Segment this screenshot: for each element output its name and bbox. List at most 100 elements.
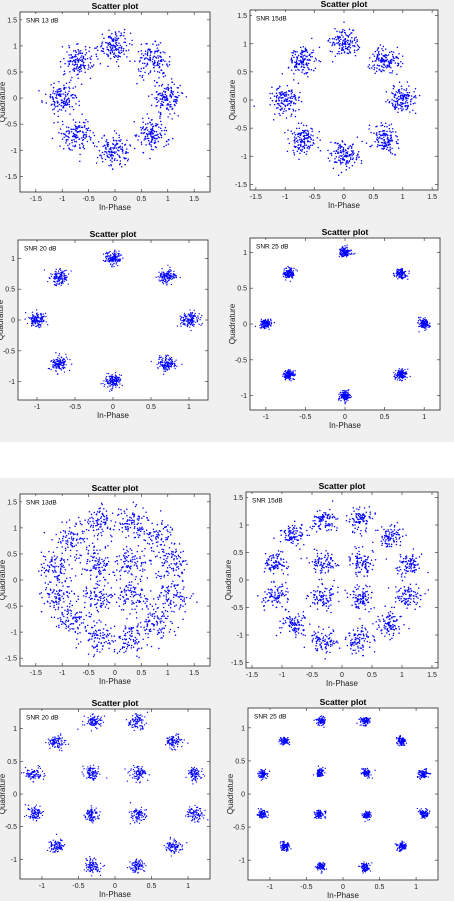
data-point (118, 46, 120, 49)
data-point (196, 319, 198, 321)
data-point (146, 54, 149, 57)
data-point (289, 100, 292, 103)
data-point (334, 36, 337, 38)
data-point (346, 392, 349, 394)
data-point (71, 363, 73, 365)
data-point (64, 104, 67, 106)
data-point (380, 53, 383, 55)
data-point (140, 143, 143, 145)
data-point (293, 154, 296, 156)
data-point (81, 126, 84, 129)
data-point (115, 386, 117, 388)
data-point (64, 73, 66, 75)
data-point (125, 44, 128, 47)
data-point (380, 60, 382, 62)
data-point (64, 94, 67, 96)
data-point (64, 278, 66, 280)
scatter-plot-1: Scatter plot-1.5 -1 -0.5 0 0.5 1 1.51.510.50-0… (0, 1, 211, 212)
data-point (273, 321, 276, 324)
data-point (266, 322, 268, 324)
data-point (341, 47, 344, 50)
x-tick-label: 1 (401, 194, 405, 201)
data-point (113, 130, 116, 132)
data-point (394, 153, 396, 156)
data-point (67, 283, 69, 285)
data-point (355, 158, 358, 160)
data-point (79, 153, 81, 156)
data-point (380, 122, 383, 124)
data-point (52, 366, 54, 368)
data-point (403, 272, 405, 274)
data-point (344, 248, 346, 251)
data-point (144, 123, 147, 125)
data-point (384, 56, 387, 59)
data-point (393, 96, 396, 99)
data-point (101, 43, 103, 45)
data-point (299, 136, 301, 139)
data-point (382, 133, 384, 135)
data-point (341, 140, 343, 142)
data-point (305, 56, 307, 58)
data-point (338, 145, 340, 147)
data-point (345, 397, 347, 399)
data-point (294, 51, 297, 53)
data-point (345, 151, 348, 154)
data-point (335, 149, 338, 152)
data-point (159, 355, 161, 357)
data-point (107, 601, 110, 603)
data-point (127, 554, 130, 557)
data-point (59, 108, 61, 111)
data-point (77, 61, 80, 63)
data-point (58, 362, 60, 364)
data-point (294, 138, 296, 141)
data-point (401, 94, 403, 97)
data-point (305, 62, 308, 64)
data-point (291, 370, 293, 373)
data-point (360, 162, 363, 164)
data-point (337, 147, 340, 149)
data-point (282, 92, 284, 95)
data-point (288, 266, 290, 269)
data-point (108, 372, 110, 375)
data-point (287, 377, 289, 379)
data-point (157, 367, 159, 369)
data-point (159, 362, 161, 364)
data-point (172, 91, 175, 93)
data-point (147, 633, 149, 635)
data-point (414, 102, 416, 104)
data-point (163, 368, 165, 370)
data-point (104, 383, 106, 386)
data-point (120, 32, 122, 34)
x-tick-label: 0 (111, 404, 115, 411)
data-point (369, 57, 371, 59)
data-point (86, 592, 89, 594)
data-point (425, 328, 427, 330)
data-point (156, 137, 158, 140)
data-point (383, 132, 386, 134)
data-point (429, 322, 431, 324)
data-point (298, 108, 300, 111)
data-point (401, 62, 404, 65)
data-point (342, 153, 345, 155)
data-point (291, 59, 294, 62)
data-point (82, 121, 85, 124)
data-point (407, 278, 409, 280)
data-point (377, 58, 380, 60)
data-point (388, 127, 391, 130)
data-point (71, 63, 74, 65)
data-point (397, 147, 400, 149)
y-axis-label: Quadrature (228, 79, 237, 120)
data-point (157, 133, 159, 136)
data-point (158, 126, 160, 129)
data-point (91, 66, 94, 68)
data-point (29, 317, 31, 319)
data-point (57, 278, 59, 280)
data-point (41, 317, 44, 319)
data-point (130, 591, 132, 594)
data-point (409, 375, 411, 378)
data-point (169, 274, 171, 277)
data-point (150, 50, 153, 53)
data-point (59, 273, 61, 276)
data-point (106, 372, 108, 375)
data-point (292, 149, 294, 152)
